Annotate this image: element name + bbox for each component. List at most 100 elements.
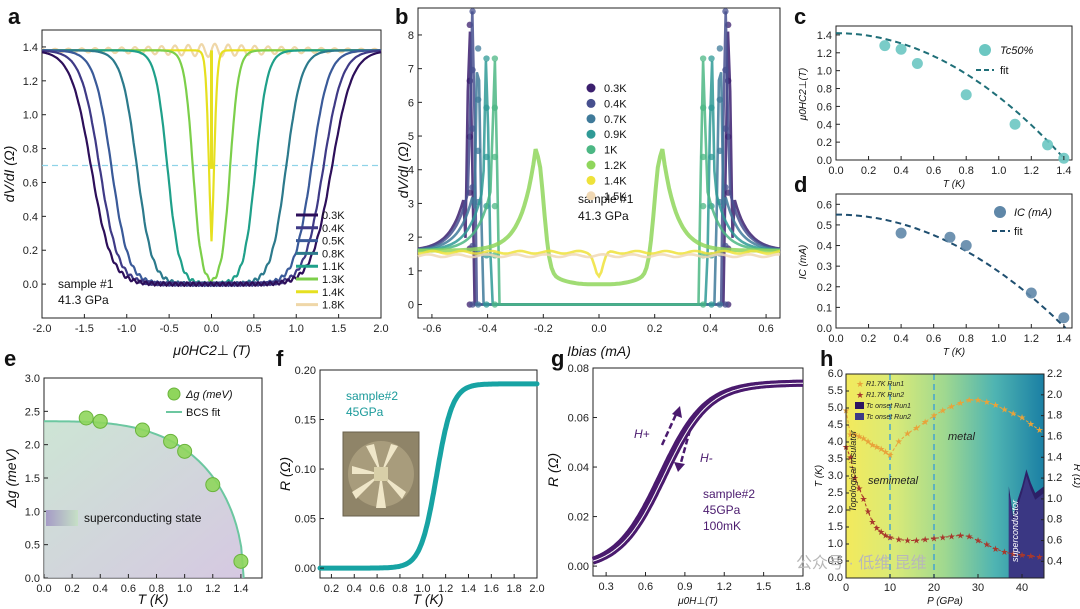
panel-b: b -0.6 -0.4 -0.2 0.0 0.2 0.4 0.6 0 1 2 3 4 5 6 7 8 dV/… [395, 4, 781, 359]
point-0.7K [474, 45, 482, 52]
r-point-R1.7K Run2: ★ [965, 531, 973, 541]
r-point-R1.7K Run2: ★ [956, 530, 964, 540]
region-metal: metal [948, 431, 975, 443]
xtick-label: 1.2 [205, 583, 220, 595]
legend-label-1.2K: 1.2K [604, 160, 627, 172]
ytick-label: 4.5 [828, 419, 843, 431]
point-0.9K [708, 301, 715, 308]
xtick-label: 0.5 [246, 323, 261, 335]
panel-f-yticks: 0.00 0.05 0.10 0.15 0.20 [295, 365, 324, 575]
magnetoresistance-curve [591, 379, 803, 564]
r-point-R1.7K Run2: ★ [1036, 552, 1044, 562]
panel-h-legend-tc2-marker [855, 413, 864, 420]
ytick-label: 2.0 [25, 440, 40, 452]
ytick-label: 1.0 [25, 506, 40, 518]
panel-e-legend-marker [167, 387, 181, 401]
r-point-R1.7K Run2: ★ [855, 483, 863, 493]
legend-label-1.5K: 1.5K [604, 191, 627, 203]
panel-a-xlabel: μ0HC2⊥ (T) [172, 342, 250, 358]
panel-e-region-label: superconducting state [84, 511, 202, 525]
r-point-R1.7K Run1: ★ [956, 398, 964, 408]
ytick-label: 0.6 [817, 101, 832, 113]
watermark: 公众号 · 低维 昆维 [796, 554, 927, 572]
r-point-R1.7K Run2: ★ [912, 536, 920, 546]
sweep-down-arrow [678, 429, 692, 467]
panel-h-xticks: 0 10 20 30 40 [843, 574, 1028, 594]
xtick-label: 1.2 [1024, 165, 1039, 177]
data-point [163, 433, 179, 449]
r-point-R1.7K Run2: ★ [1018, 550, 1026, 560]
ytick-label: 0.6 [817, 199, 832, 211]
ytick-label: 0.0 [817, 155, 832, 167]
panel-g-sweep-down: H- [700, 451, 713, 465]
xtick-label: 0.2 [861, 165, 876, 177]
sweep-down-arrowhead [674, 462, 685, 472]
panel-a: a -2.0 -1.5 -1.0 -0.5 0.0 0.5 1.0 1.5 2.0 0.0 0.2… [1, 4, 389, 358]
xtick-label: 0.6 [926, 333, 941, 345]
point-0.7K [716, 96, 724, 103]
r-point-R1.7K Run1: ★ [983, 397, 991, 407]
ytick-label: 0.8 [23, 144, 38, 156]
xtick-label: -0.5 [160, 323, 179, 335]
panel-letter-c: c [794, 4, 806, 29]
point-0.9K [483, 104, 490, 111]
r-point-R1.7K Run1: ★ [895, 437, 903, 447]
panel-c-xlabel: T (K) [943, 179, 965, 190]
panel-f-xlabel: T (K) [412, 591, 443, 607]
panel-g-ylabel: R (Ω) [545, 453, 561, 487]
xtick-label: 0.0 [36, 583, 51, 595]
panel-e-ylabel: Δg (meV) [3, 448, 19, 508]
point-0.4K [722, 125, 729, 132]
panel-d-xlabel: T (K) [943, 347, 965, 358]
ytick-label: 1.5 [828, 521, 843, 533]
panel-h-legend-r2-marker: ★ [856, 390, 864, 400]
panel-f-frame [319, 369, 538, 579]
r-point-R1.7K Run2: ★ [886, 532, 894, 542]
data-point [1058, 312, 1070, 324]
ytick-label: 5.0 [828, 402, 843, 414]
panel-h-legend-r1-marker: ★ [856, 379, 864, 389]
ytick-label: 0.4 [817, 119, 832, 131]
xtick-label: 0.6 [926, 165, 941, 177]
superconducting-region [44, 421, 244, 578]
xtick-label: 0.0 [828, 165, 843, 177]
ytick-right-label: 1.4 [1047, 451, 1062, 463]
r-point-R1.7K Run2: ★ [939, 532, 947, 542]
series-line-0.3K [41, 51, 382, 288]
point-0.7K [474, 147, 482, 155]
legend-label-1.4K: 1.4K [322, 287, 345, 299]
xtick-label: 1.5 [331, 323, 346, 335]
xtick-label: 0.2 [647, 323, 662, 335]
ytick-label: 0.5 [828, 555, 843, 567]
point-0.4K [469, 301, 476, 308]
panel-e-legend-fit: BCS fit [186, 407, 220, 419]
panel-letter-b: b [395, 4, 408, 29]
panel-d-yticks: 0.0 0.1 0.2 0.3 0.4 0.5 0.6 [817, 199, 840, 335]
panel-c-ylabel: μ0HC2⊥(T) [798, 68, 809, 122]
ytick-label: 8 [408, 30, 414, 42]
point-1K [699, 55, 707, 62]
ytick-label: 0.5 [817, 220, 832, 232]
panel-b-yticks: 0 1 2 3 4 5 6 7 8 [408, 30, 422, 312]
ytick-label: 0.20 [295, 365, 316, 377]
xtick-label: -0.4 [478, 323, 497, 335]
panel-f-ylabel: R (Ω) [277, 457, 293, 491]
xtick-label: 0.9 [677, 581, 692, 593]
panel-h-legend-tc2: Tc onset Run2 [866, 414, 911, 421]
ytick-right-label: 1.6 [1047, 430, 1062, 442]
ytick-label: 0.0 [828, 572, 843, 584]
sweep-up-arrow [660, 409, 680, 446]
panel-f-xticks: 0.2 0.4 0.6 0.8 1.0 1.2 1.4 1.6 1.8 2.0 [324, 574, 545, 595]
ytick-label: 0.04 [568, 462, 589, 474]
data-point [960, 89, 972, 101]
ytick-label: 0.02 [568, 512, 589, 524]
ytick-label: 0 [408, 300, 414, 312]
data-point [1009, 118, 1021, 130]
data-point [78, 410, 94, 426]
xtick-label: 0.2 [324, 583, 339, 595]
ytick-label: 3.0 [828, 470, 843, 482]
xtick-label: 0.6 [121, 583, 136, 595]
xtick-label: -1.0 [117, 323, 136, 335]
legend-label-0.4K: 0.4K [604, 98, 627, 110]
panel-g-xlabel: μ0H⊥(T) [677, 596, 718, 607]
